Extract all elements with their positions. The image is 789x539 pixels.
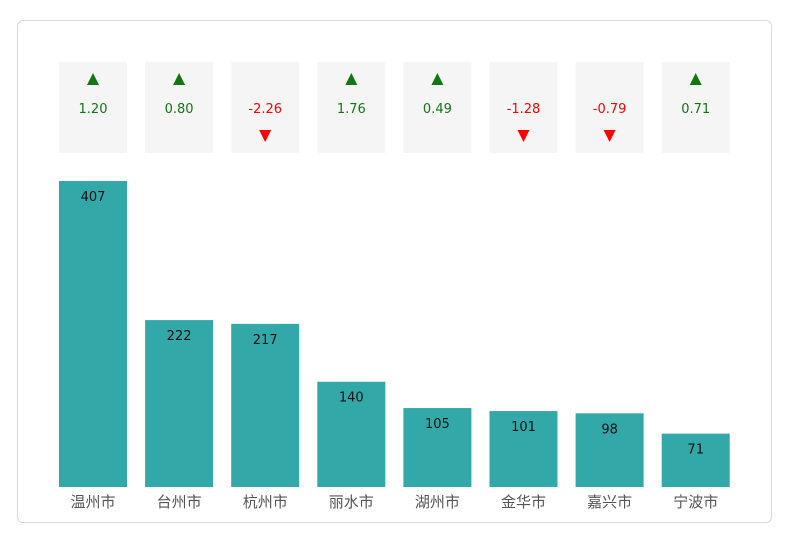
category-label: 宁波市 <box>673 493 718 511</box>
category-label: 温州市 <box>70 493 115 511</box>
bar-value-label: 71 <box>687 443 704 458</box>
change-value-label: -2.26 <box>248 102 282 117</box>
down-arrow-icon <box>603 130 616 142</box>
bar <box>317 381 386 487</box>
up-arrow-icon <box>431 73 444 85</box>
bar <box>231 323 300 487</box>
bar <box>489 411 558 487</box>
change-value-label: 0.71 <box>681 102 710 117</box>
down-arrow-icon <box>517 130 530 142</box>
bar-value-label: 222 <box>167 329 192 344</box>
change-value-label: -1.28 <box>507 102 541 117</box>
bar-value-label: 98 <box>601 422 618 437</box>
bar <box>59 181 127 487</box>
change-value-label: 1.20 <box>79 102 108 117</box>
change-value-label: 0.49 <box>423 102 452 117</box>
bar <box>661 433 730 487</box>
up-arrow-icon <box>345 73 358 85</box>
down-arrow-icon <box>259 130 272 142</box>
change-value-label: 0.80 <box>165 102 194 117</box>
up-arrow-icon <box>689 73 702 85</box>
bar <box>145 320 214 487</box>
category-label: 杭州市 <box>243 493 288 511</box>
category-label: 湖州市 <box>415 493 460 511</box>
category-label: 台州市 <box>157 493 202 511</box>
up-arrow-icon <box>173 73 186 85</box>
bar-value-label: 101 <box>511 420 536 435</box>
change-value-label: -0.79 <box>593 102 627 117</box>
category-label: 嘉兴市 <box>587 493 632 511</box>
bar-value-label: 140 <box>339 391 364 406</box>
change-value-label: 1.76 <box>337 102 366 117</box>
up-arrow-icon <box>87 73 99 85</box>
chart-card <box>17 20 772 523</box>
bar <box>575 413 644 487</box>
bar <box>403 408 472 487</box>
bar-value-label: 407 <box>81 190 106 205</box>
category-label: 丽水市 <box>329 493 374 511</box>
bar-value-label: 105 <box>425 417 450 432</box>
bar-value-label: 217 <box>253 333 278 348</box>
category-label: 金华市 <box>501 493 546 511</box>
